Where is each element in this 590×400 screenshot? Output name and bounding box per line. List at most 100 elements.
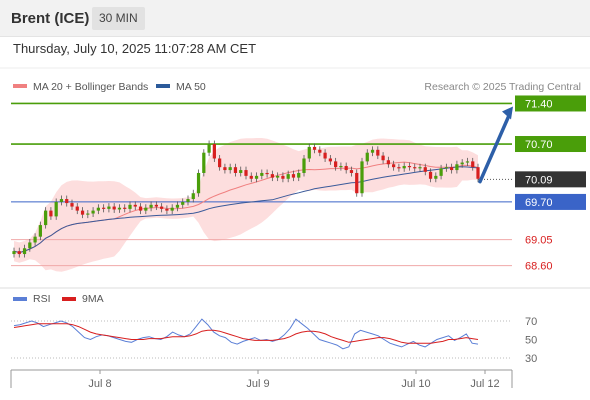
candle-body	[349, 170, 354, 173]
candle-body	[281, 175, 285, 179]
candle-body	[423, 167, 427, 172]
level-label-70-70: 70.70	[525, 139, 553, 151]
candle-body	[291, 174, 296, 178]
candle-body	[297, 172, 301, 178]
candle-body	[365, 152, 369, 162]
candle-body	[428, 171, 433, 179]
candle-body	[123, 207, 127, 209]
bollinger-bands	[14, 138, 478, 272]
credit-text: Research © 2025 Trading Central	[424, 81, 581, 93]
chart-datetime: Thursday, July 10, 2025 11:07:28 AM CET	[13, 41, 257, 56]
candle-body	[239, 170, 243, 173]
x-tick-label: Jul 9	[246, 378, 269, 390]
candle-body	[302, 158, 306, 173]
candle-body	[286, 174, 290, 179]
level-tag	[515, 193, 586, 210]
candle-body	[439, 168, 443, 176]
candle-body	[360, 161, 364, 194]
level-label-71-40: 71.40	[525, 98, 553, 110]
candle-body	[191, 193, 195, 200]
candle-body	[323, 152, 327, 159]
candle-body	[80, 210, 85, 215]
candle-body	[265, 172, 269, 175]
level-tag	[515, 95, 586, 112]
candle-body	[328, 158, 332, 162]
candle-body	[455, 164, 459, 171]
candle-body	[312, 146, 317, 150]
candle-body	[96, 207, 100, 211]
candle-body	[212, 144, 216, 159]
candle-body	[59, 199, 64, 202]
candle-body	[334, 161, 338, 168]
legend-label: MA 20 + Bollinger Bands	[33, 81, 148, 93]
candle-body	[170, 207, 174, 211]
candle-body	[254, 175, 259, 179]
level-label-69-05: 69.05	[525, 235, 553, 247]
candle-body	[450, 167, 454, 171]
candle-body	[138, 206, 143, 211]
candle-body	[307, 146, 311, 159]
x-tick-label: Jul 12	[470, 378, 499, 390]
candle-body	[249, 175, 253, 179]
candle-body	[117, 207, 122, 210]
level-label-69-70: 69.70	[525, 197, 553, 209]
instrument-title: Brent (ICE)	[11, 10, 90, 27]
candle-body	[175, 204, 180, 208]
candle-body	[392, 164, 396, 168]
candle-body	[402, 166, 406, 169]
level-tag	[515, 136, 586, 153]
candle-body	[196, 172, 201, 194]
candle-body	[17, 251, 21, 255]
legend-swatch	[156, 84, 170, 88]
rsi-legend-label: RSI	[33, 293, 51, 305]
rsi-legend-label: 9MA	[82, 293, 104, 305]
candle-body	[381, 155, 385, 161]
candle-body	[244, 170, 248, 176]
candle-body	[270, 174, 274, 178]
candle-body	[91, 210, 95, 214]
candle-body	[38, 225, 42, 237]
candle-body	[102, 207, 106, 209]
rsi-tick-50: 50	[525, 335, 537, 347]
candle-body	[460, 162, 464, 165]
candle-body	[471, 161, 475, 168]
candle-body	[54, 201, 58, 217]
candle-body	[128, 204, 132, 209]
level-label-70-09: 70.09	[525, 174, 553, 186]
candle-body	[107, 206, 111, 209]
candle-body	[339, 166, 343, 168]
candle-body	[228, 167, 232, 171]
candle-body	[112, 206, 116, 210]
legend-label: MA 50	[176, 81, 206, 93]
candle-body	[276, 175, 280, 178]
rsi-tick-30: 30	[525, 353, 537, 365]
candle-body	[223, 167, 227, 171]
candle-body	[133, 204, 137, 207]
candle-body	[413, 167, 417, 169]
level-tag	[515, 171, 586, 188]
candle-body	[465, 161, 470, 163]
candle-body	[154, 204, 158, 207]
ma50-line	[13, 166, 479, 254]
candle-body	[376, 149, 380, 156]
x-tick-label: Jul 10	[401, 378, 430, 390]
candle-body	[260, 172, 264, 176]
candle-body	[28, 242, 32, 249]
candle-body	[434, 175, 438, 179]
candle-body	[444, 167, 448, 169]
candle-body	[318, 149, 322, 153]
candle-body	[370, 149, 375, 153]
candle-body	[44, 210, 48, 226]
legend-swatch	[13, 84, 27, 88]
candle-body	[233, 167, 238, 173]
rsi-9ma-line	[13, 323, 479, 344]
rsi-legend-swatch	[13, 297, 27, 301]
projection-arrow	[478, 113, 511, 184]
candle-body	[207, 144, 211, 153]
timeframe-button[interactable]: 30 MIN	[92, 7, 145, 30]
candle-body	[407, 166, 412, 168]
candle-body	[86, 213, 90, 215]
candle-body	[144, 207, 148, 211]
